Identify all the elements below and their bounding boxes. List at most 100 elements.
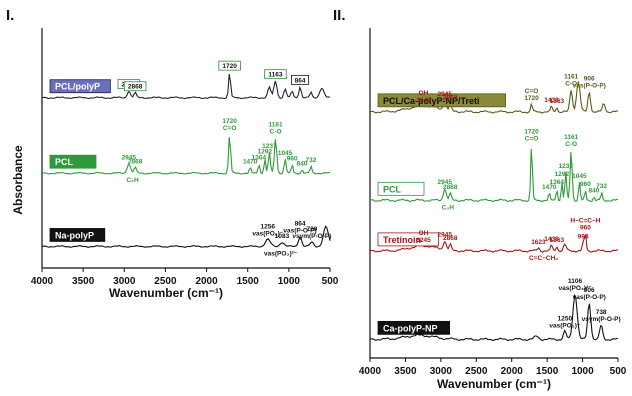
panel-II-label: II.: [333, 7, 346, 24]
peak-annotation: C=O: [525, 88, 539, 95]
x-tick-label: 2500: [465, 366, 488, 377]
series-label: PCL/polyP: [55, 82, 100, 92]
peak-annotation: 732: [596, 183, 607, 190]
peak-annotation: 864: [295, 221, 306, 228]
peak-annotation: 732: [305, 157, 316, 164]
peak-annotation: 1106: [568, 278, 582, 285]
peak-annotation: 1470: [542, 184, 557, 191]
peak-annotation: νas(P-O-P): [573, 83, 606, 90]
peak-annotation: νsym(P-O-P): [292, 233, 331, 240]
peak-annotation: 2868: [443, 235, 458, 242]
peak-annotation: 1363: [550, 98, 565, 105]
series-line-tretinoin: [369, 234, 619, 253]
peak-annotation: 2945: [438, 232, 453, 239]
peak-annotation: 1250: [558, 315, 573, 322]
peak-annotation: νas(PO₃)²⁻: [558, 285, 592, 292]
peak-annotation: 1161: [269, 122, 283, 129]
series-label: PCL: [383, 184, 402, 194]
peak-annotation: 3245: [416, 97, 431, 104]
series-line-na-polyp: [41, 225, 331, 248]
x-tick-label: 1000: [571, 366, 594, 377]
annotation-box: [264, 69, 287, 80]
series-label-box: [49, 79, 111, 94]
peak-annotation: C₂H: [126, 177, 139, 184]
peak-annotation: 1237: [262, 143, 277, 150]
peak-annotation: νas(PO₂)⁻: [549, 322, 580, 329]
peak-annotation: 1237: [559, 163, 574, 170]
peak-annotation: 1163: [268, 72, 282, 79]
series-label-box: [377, 320, 450, 335]
x-tick-label: 3000: [113, 276, 136, 287]
peak-annotation: 1470: [243, 159, 258, 166]
peak-annotation: 1161: [564, 134, 578, 141]
x-tick-label: 2500: [154, 276, 177, 287]
peak-annotation: 1364: [252, 154, 267, 161]
x-tick-label: 500: [610, 366, 627, 377]
series-line-ca-polyp-np: [369, 293, 619, 342]
peak-annotation: 2868: [443, 184, 458, 191]
peak-annotation: OH: [419, 230, 429, 237]
series-label: Ca-polyP-NP: [383, 323, 438, 333]
peak-annotation: 1363: [550, 237, 565, 244]
x-tick-label: 2000: [195, 276, 218, 287]
series-label: PCL/Ca-polyP-NP/Treti: [383, 96, 480, 106]
annotation-box: [123, 81, 147, 92]
series-line-pcl-polyp: [41, 74, 331, 100]
peak-annotation: C-O: [270, 129, 282, 136]
x-tick-label: 1000: [278, 276, 301, 287]
peak-annotation: OH: [419, 90, 429, 97]
x-tick-label: 4000: [31, 276, 54, 287]
peak-annotation: 1623: [531, 239, 546, 246]
peak-annotation: 1045: [278, 150, 293, 157]
peak-annotation: 720: [306, 226, 317, 233]
peak-annotation: 2868: [128, 159, 143, 166]
peak-annotation: 2945: [438, 179, 453, 186]
peak-annotation: 993: [578, 233, 589, 240]
peak-annotation: 738: [596, 309, 607, 316]
peak-annotation: 1720: [222, 118, 237, 125]
peak-annotation: 2868: [443, 95, 458, 102]
peak-annotation: 3245: [416, 237, 431, 244]
x-tick-label: 1500: [237, 276, 260, 287]
series-label: Na-polyP: [55, 230, 94, 240]
peak-annotation: C=O: [223, 125, 237, 132]
peak-annotation: 1292: [555, 171, 570, 178]
peak-annotation: νas(PO₂)⁻: [252, 230, 283, 237]
peak-annotation: 1256: [261, 223, 276, 230]
series-label-box: [377, 93, 506, 108]
peak-annotation: 1438: [544, 97, 559, 104]
x-tick-label: 1500: [536, 366, 559, 377]
x-tick-label: 500: [322, 276, 339, 287]
series-label: Tretinoin: [383, 235, 421, 245]
peak-annotation: 1720: [222, 63, 237, 70]
peak-annotation: 1720: [524, 129, 539, 136]
peak-annotation: νsym(P-O-P): [582, 316, 621, 323]
peak-annotation: 960: [580, 225, 591, 232]
panel-II-x-axis-title: Wavenumber (cm⁻¹): [437, 377, 551, 391]
peak-annotation: C-O: [565, 141, 577, 148]
peak-annotation: 840: [297, 161, 308, 168]
peak-annotation: 1292: [258, 149, 273, 156]
peak-annotation: H−C=C−H: [570, 218, 600, 225]
panel-I: I. Absorbance Wavenumber (cm⁻¹) 4000 3500…: [6, 7, 339, 300]
peak-annotation: C₂H: [442, 204, 455, 211]
peak-annotation: 2945: [122, 154, 137, 161]
annotation-box: [291, 74, 310, 85]
series-label-box: [377, 232, 439, 247]
series-label-box: [377, 181, 425, 196]
peak-annotation: 960: [580, 181, 591, 188]
series-label-box: [49, 228, 106, 242]
panel-I-label: I.: [6, 7, 14, 24]
peak-annotation: 2868: [128, 84, 143, 91]
annotation-box: [218, 60, 241, 71]
series-label: PCL: [55, 157, 74, 167]
peak-annotation: C-O: [565, 81, 577, 88]
peak-annotation: 1083: [275, 233, 290, 240]
peak-annotation: C=O: [525, 136, 539, 143]
x-tick-label: 3500: [72, 276, 95, 287]
peak-annotation: νas(PO₃)²⁻: [264, 250, 298, 257]
peak-annotation: 1045: [572, 173, 587, 180]
x-tick-label: 4000: [359, 366, 382, 377]
peak-annotation: 960: [287, 156, 298, 163]
peak-annotation: 2945: [438, 91, 453, 98]
